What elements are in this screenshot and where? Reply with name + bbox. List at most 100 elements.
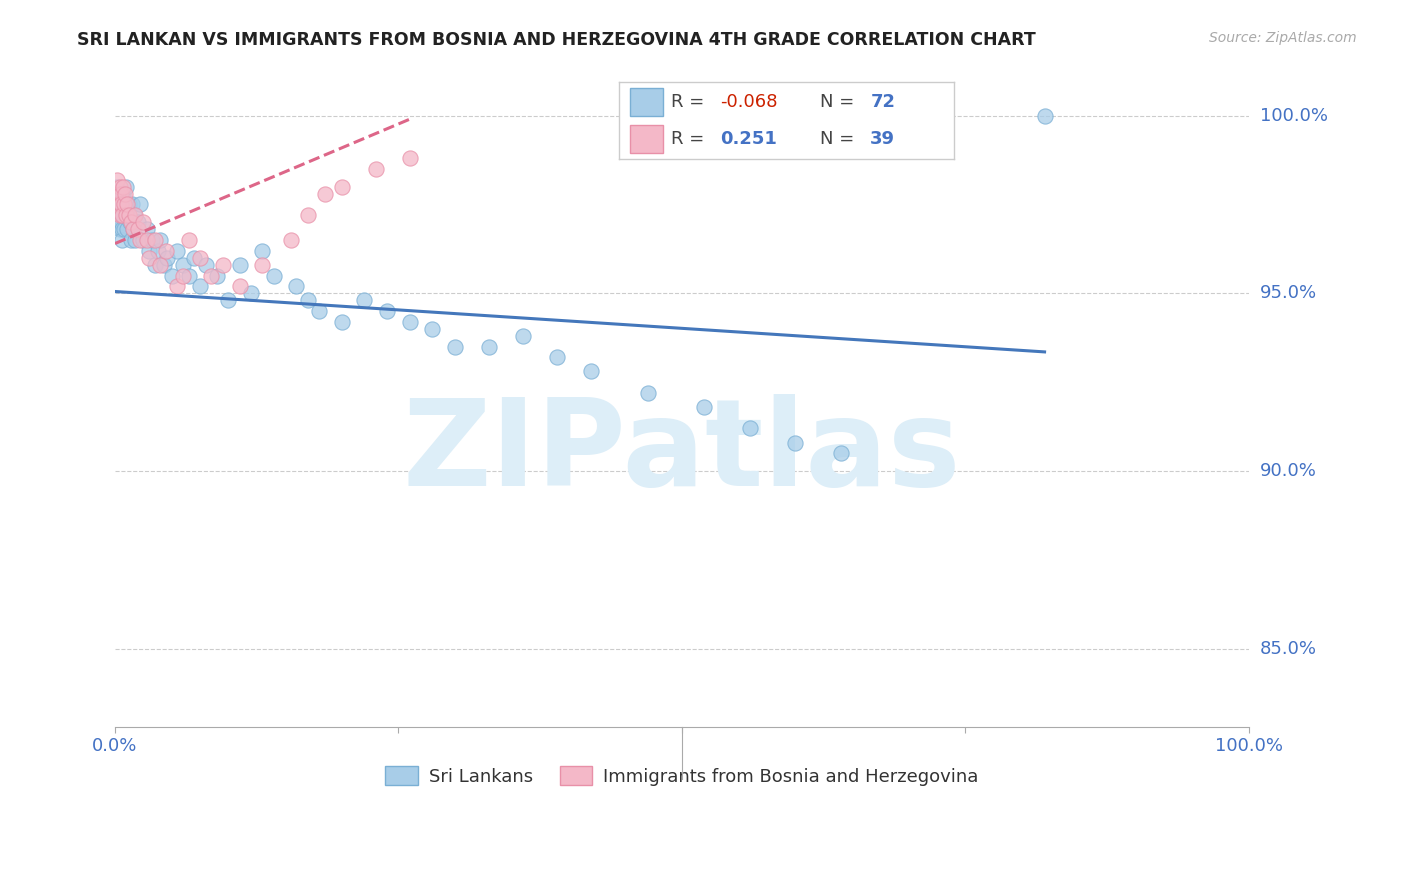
Point	[117, 208, 139, 222]
Point	[138, 251, 160, 265]
Text: SRI LANKAN VS IMMIGRANTS FROM BOSNIA AND HERZEGOVINA 4TH GRADE CORRELATION CHART: SRI LANKAN VS IMMIGRANTS FROM BOSNIA AND…	[77, 31, 1036, 49]
Point	[252, 258, 274, 272]
Point	[117, 197, 139, 211]
Point	[285, 279, 308, 293]
Point	[124, 233, 146, 247]
Point	[422, 322, 444, 336]
Point	[108, 208, 131, 222]
Point	[785, 435, 807, 450]
Point	[108, 179, 131, 194]
Point	[105, 179, 128, 194]
Point	[114, 208, 136, 222]
Point	[108, 208, 131, 222]
Point	[228, 258, 250, 272]
Point	[132, 215, 155, 229]
Point	[132, 233, 155, 247]
Point	[124, 208, 146, 222]
Point	[398, 315, 420, 329]
Point	[107, 186, 129, 201]
Point	[1033, 109, 1056, 123]
Point	[110, 197, 132, 211]
Point	[111, 222, 134, 236]
Point	[172, 268, 194, 283]
Point	[149, 233, 172, 247]
Point	[314, 186, 336, 201]
Point	[110, 186, 132, 201]
Point	[141, 233, 163, 247]
Point	[183, 251, 205, 265]
Point	[579, 364, 602, 378]
Point	[211, 258, 233, 272]
Point	[172, 258, 194, 272]
Point	[115, 197, 138, 211]
Point	[693, 400, 716, 414]
Text: 90.0%: 90.0%	[1260, 462, 1316, 480]
Point	[330, 315, 353, 329]
Text: 100.0%: 100.0%	[1260, 107, 1327, 125]
Point	[263, 268, 285, 283]
Point	[330, 179, 353, 194]
Point	[110, 197, 132, 211]
Point	[112, 197, 135, 211]
Point	[217, 293, 239, 308]
Point	[127, 215, 149, 229]
Point	[143, 233, 166, 247]
Point	[107, 186, 129, 201]
Point	[111, 179, 134, 194]
Point	[194, 258, 217, 272]
Point	[166, 279, 188, 293]
Point	[111, 208, 134, 222]
Point	[108, 215, 131, 229]
Point	[177, 268, 200, 283]
Point	[931, 109, 953, 123]
Point	[297, 208, 319, 222]
Point	[118, 215, 141, 229]
Point	[114, 186, 136, 201]
Point	[188, 251, 211, 265]
Point	[478, 340, 501, 354]
Point	[160, 268, 183, 283]
Point	[297, 293, 319, 308]
Point	[240, 286, 263, 301]
Point	[122, 222, 145, 236]
Point	[112, 222, 135, 236]
Point	[124, 208, 146, 222]
Point	[117, 222, 139, 236]
Point	[146, 244, 169, 258]
Point	[830, 446, 852, 460]
Point	[111, 208, 134, 222]
Point	[115, 208, 138, 222]
Point	[353, 293, 375, 308]
Point	[177, 233, 200, 247]
Point	[135, 222, 157, 236]
Point	[308, 304, 330, 318]
Text: 95.0%: 95.0%	[1260, 285, 1317, 302]
Point	[117, 197, 139, 211]
Point	[112, 197, 135, 211]
Point	[152, 258, 174, 272]
Legend: Sri Lankans, Immigrants from Bosnia and Herzegovina: Sri Lankans, Immigrants from Bosnia and …	[378, 759, 986, 793]
Point	[111, 208, 134, 222]
Text: Source: ZipAtlas.com: Source: ZipAtlas.com	[1209, 31, 1357, 45]
Point	[127, 222, 149, 236]
Point	[512, 329, 534, 343]
Point	[129, 233, 152, 247]
Point	[107, 197, 129, 211]
Point	[166, 244, 188, 258]
Point	[188, 279, 211, 293]
Point	[375, 304, 398, 318]
Point	[120, 215, 142, 229]
Point	[228, 279, 250, 293]
Point	[155, 244, 177, 258]
Point	[107, 197, 129, 211]
Point	[122, 222, 145, 236]
Point	[120, 233, 142, 247]
Point	[143, 258, 166, 272]
Point	[280, 233, 302, 247]
Point	[637, 385, 659, 400]
Point	[121, 197, 143, 211]
Point	[110, 215, 132, 229]
Point	[444, 340, 467, 354]
Point	[105, 172, 128, 186]
Point	[129, 197, 152, 211]
